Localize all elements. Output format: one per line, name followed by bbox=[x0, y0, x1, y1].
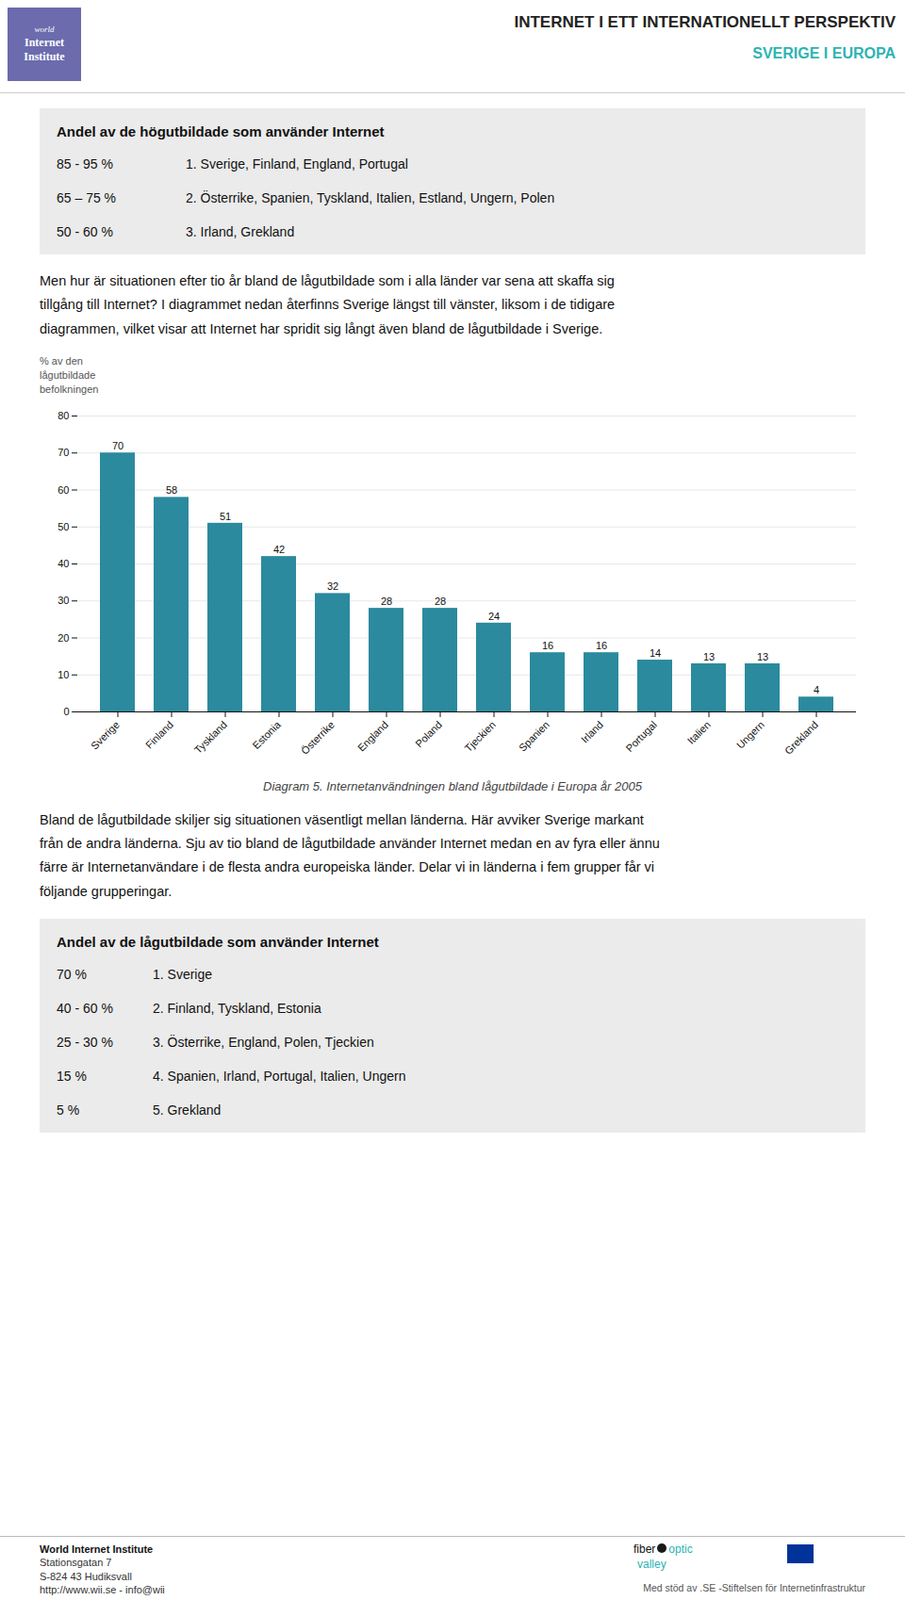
html-text:valley: valley bbox=[637, 1557, 667, 1572]
html-text:2. Österrike, Spanien, Tysklan: 2. Österrike, Spanien, Tyskland, Italien… bbox=[185, 190, 555, 206]
html-text:40 - 60 %: 40 - 60 % bbox=[56, 1001, 114, 1017]
svg-text:32: 32 bbox=[327, 580, 339, 593]
html-text:SVERIGE I EUROPA: SVERIGE I EUROPA bbox=[752, 45, 896, 62]
html-text:Institute: Institute bbox=[23, 49, 65, 63]
html-text:70 %: 70 % bbox=[56, 967, 87, 983]
html-text:Andel av de högutbildade som a: Andel av de högutbildade som använder In… bbox=[56, 123, 385, 140]
svg-text:Portugal: Portugal bbox=[623, 718, 659, 754]
svg-text:30: 30 bbox=[57, 594, 69, 607]
html-text:% av den lågutbildade befolkni: % av den lågutbildade befolkningen bbox=[39, 355, 99, 395]
html-text:1. Sverige: 1. Sverige bbox=[152, 967, 213, 983]
svg-text:Tyskland: Tyskland bbox=[192, 718, 230, 756]
svg-text:51: 51 bbox=[219, 510, 231, 523]
svg-text:50: 50 bbox=[57, 520, 69, 532]
html-text:5. Grekland: 5. Grekland bbox=[152, 1103, 221, 1119]
svg-text:28: 28 bbox=[380, 595, 393, 608]
svg-text:Spanien: Spanien bbox=[516, 718, 552, 754]
html-text:World Internet Institute: World Internet Institute bbox=[39, 1544, 153, 1556]
html-text:Internet: Internet bbox=[24, 35, 65, 49]
svg-text:58: 58 bbox=[165, 484, 178, 496]
svg-text:16: 16 bbox=[542, 640, 554, 652]
html-text:tillgång till Internet? I diag: tillgång till Internet? I diagrammet ned… bbox=[39, 297, 615, 313]
html-text:15 %: 15 % bbox=[56, 1069, 87, 1085]
svg-text:Italien: Italien bbox=[685, 718, 713, 746]
html-text:2. Finland, Tyskland, Estonia: 2. Finland, Tyskland, Estonia bbox=[152, 1001, 322, 1017]
html-text:INTERNET I ETT INTERNATIONELLT: INTERNET I ETT INTERNATIONELLT PERSPEKTI… bbox=[514, 13, 896, 32]
svg-text:70: 70 bbox=[112, 440, 124, 452]
svg-text:14: 14 bbox=[649, 647, 661, 659]
svg-text:Poland: Poland bbox=[412, 718, 445, 750]
svg-text:Finland: Finland bbox=[143, 718, 176, 751]
html-text:S-824 43 Hudiksvall: S-824 43 Hudiksvall bbox=[39, 1571, 132, 1583]
html-text:Men hur är situationen efter t: Men hur är situationen efter tio år blan… bbox=[39, 273, 615, 289]
html-text:http://www.wii.se - info@wii: http://www.wii.se - info@wii bbox=[39, 1584, 165, 1596]
html-text:25 - 30 %: 25 - 30 % bbox=[56, 1035, 114, 1051]
svg-text:England: England bbox=[355, 718, 391, 754]
html-text:50 - 60 %: 50 - 60 % bbox=[56, 224, 114, 240]
html-text:från de andra länderna. Sju av: från de andra länderna. Sju av tio bland… bbox=[39, 836, 660, 852]
html-text:3. Irland, Grekland: 3. Irland, Grekland bbox=[185, 224, 295, 240]
svg-text:80: 80 bbox=[57, 410, 69, 422]
svg-text:Grekland: Grekland bbox=[782, 718, 821, 757]
svg-text:Sverige: Sverige bbox=[88, 718, 122, 752]
html-text:85 - 95 %: 85 - 95 % bbox=[56, 156, 114, 172]
svg-text:13: 13 bbox=[756, 651, 769, 663]
html-text:Andel av de lågutbildade som a: Andel av de lågutbildade som använder In… bbox=[56, 934, 379, 951]
html-text:Bland de lågutbildade skiljer: Bland de lågutbildade skiljer sig situat… bbox=[39, 812, 644, 828]
svg-text:13: 13 bbox=[703, 651, 715, 663]
svg-text:40: 40 bbox=[57, 558, 69, 570]
svg-text:16: 16 bbox=[595, 640, 608, 652]
svg-text:0: 0 bbox=[63, 706, 69, 718]
html-text:5 %: 5 % bbox=[56, 1103, 80, 1119]
svg-text:24: 24 bbox=[488, 609, 500, 622]
html-text:3. Österrike, England, Polen,: 3. Österrike, England, Polen, Tjeckien bbox=[152, 1035, 375, 1051]
svg-text:10: 10 bbox=[57, 668, 69, 680]
html-text:fiber: fiber bbox=[633, 1543, 656, 1557]
html-text:4. Spanien, Irland, Portugal,: 4. Spanien, Irland, Portugal, Italien, U… bbox=[152, 1069, 406, 1085]
html-text:följande grupperingar.: följande grupperingar. bbox=[39, 884, 172, 900]
svg-text:Irland: Irland bbox=[578, 718, 606, 745]
svg-text:20: 20 bbox=[57, 631, 69, 643]
svg-text:Österrike: Österrike bbox=[298, 718, 337, 757]
svg-text:Ungern: Ungern bbox=[734, 718, 767, 751]
html-text:färre är Internetanvändare i d: färre är Internetanvändare i de flesta a… bbox=[39, 860, 655, 876]
html-text:Stationsgatan 7: Stationsgatan 7 bbox=[39, 1557, 112, 1569]
svg-text:70: 70 bbox=[57, 446, 69, 459]
svg-text:42: 42 bbox=[273, 543, 285, 556]
html-text:Diagram 5. Internetanvändninge: Diagram 5. Internetanvändningen bland lå… bbox=[263, 779, 642, 794]
svg-text:Tjeckien: Tjeckien bbox=[461, 718, 497, 754]
svg-text:Estonia: Estonia bbox=[249, 718, 283, 752]
svg-text:4: 4 bbox=[813, 684, 820, 696]
html-text:world: world bbox=[34, 24, 55, 35]
svg-text:60: 60 bbox=[57, 483, 69, 495]
html-text:65 – 75 %: 65 – 75 % bbox=[56, 190, 117, 206]
html-text:optic: optic bbox=[668, 1543, 693, 1557]
html-text:diagrammen, vilket visar att I: diagrammen, vilket visar att Internet ha… bbox=[39, 321, 603, 337]
html-text:1. Sverige, Finland, England,: 1. Sverige, Finland, England, Portugal bbox=[185, 156, 409, 172]
html-text:Med stöd av .SE -Stiftelsen fö: Med stöd av .SE -Stiftelsen för Internet… bbox=[643, 1582, 866, 1595]
svg-text:28: 28 bbox=[434, 595, 446, 608]
